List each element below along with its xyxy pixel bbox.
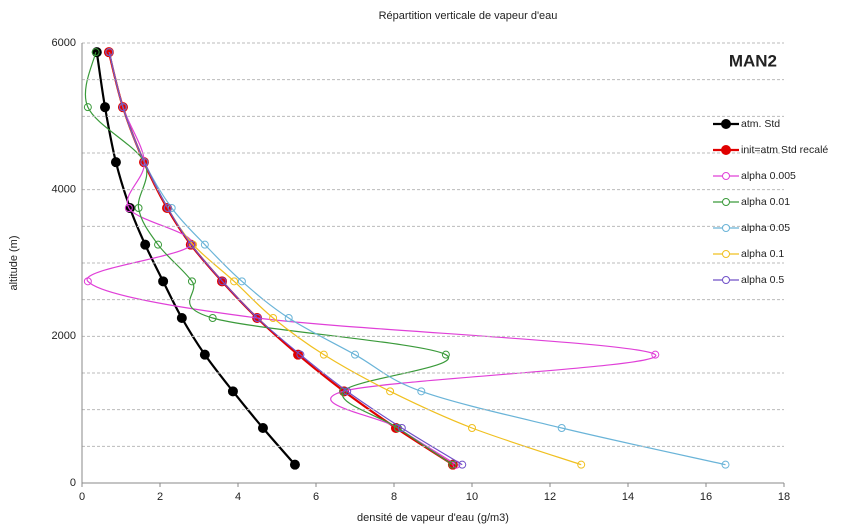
x-tick-label: 10 <box>466 491 478 503</box>
legend-marker <box>721 119 731 129</box>
legend-label: alpha 0.05 <box>741 222 790 234</box>
data-point <box>293 349 304 360</box>
data-point <box>187 277 196 286</box>
data-point <box>577 460 586 469</box>
data-point <box>218 277 227 286</box>
chart-title: Répartition verticale de vapeur d'eau <box>379 10 558 22</box>
y-axis-label: altitude (m) <box>8 235 20 290</box>
legend-marker <box>722 172 730 180</box>
x-tick-label: 16 <box>700 491 712 503</box>
annotation: MAN2 <box>729 51 777 70</box>
data-point <box>458 460 467 469</box>
data-point <box>417 387 426 396</box>
data-point <box>468 424 476 432</box>
data-point <box>441 350 450 359</box>
series-line <box>84 52 453 466</box>
x-tick-label: 12 <box>544 491 556 503</box>
legend-marker <box>721 145 731 155</box>
data-point <box>284 314 293 322</box>
data-point <box>289 459 300 470</box>
data-point <box>386 387 395 396</box>
data-point <box>134 204 143 212</box>
data-point <box>105 48 114 57</box>
data-point <box>83 103 92 112</box>
data-point <box>269 314 278 322</box>
legend-marker <box>722 224 730 232</box>
legend-label: atm. Std <box>741 118 780 130</box>
data-point <box>83 277 92 286</box>
data-point <box>158 276 169 287</box>
data-point <box>91 48 100 57</box>
x-tick-label: 4 <box>235 491 241 503</box>
data-point <box>110 157 121 168</box>
legend-marker <box>722 276 730 284</box>
legend-marker <box>722 198 730 206</box>
data-point <box>140 239 151 250</box>
series-line <box>95 52 296 466</box>
legend-label: alpha 0.01 <box>741 196 790 208</box>
legend-label: init=atm Std recalé <box>741 144 828 156</box>
x-tick-label: 14 <box>622 491 634 503</box>
data-point <box>100 102 111 113</box>
x-axis-label: densité de vapeur d'eau (g/m3) <box>357 512 509 524</box>
legend-label: alpha 0.1 <box>741 248 784 260</box>
series-line <box>107 51 454 466</box>
data-point <box>200 240 209 249</box>
plot-area <box>83 47 730 470</box>
data-point <box>651 350 660 359</box>
data-point <box>397 424 406 432</box>
series-line <box>86 52 656 466</box>
data-point <box>230 277 239 286</box>
series-line <box>108 52 463 466</box>
x-tick-label: 2 <box>157 491 163 503</box>
legend-label: alpha 0.005 <box>741 170 796 182</box>
x-tick-label: 6 <box>313 491 319 503</box>
data-point <box>176 313 187 323</box>
data-point <box>448 460 457 469</box>
data-point <box>199 349 210 360</box>
y-tick-label: 2000 <box>52 330 76 342</box>
data-point <box>721 460 730 469</box>
data-point <box>253 314 262 322</box>
data-point <box>343 387 352 396</box>
series-line <box>108 52 582 466</box>
data-point <box>118 103 127 112</box>
data-point <box>163 204 172 212</box>
y-tick-label: 4000 <box>52 184 76 196</box>
data-point <box>208 314 217 322</box>
x-tick-label: 8 <box>391 491 397 503</box>
data-point <box>237 277 246 286</box>
data-point <box>257 423 268 433</box>
data-point <box>319 350 328 359</box>
x-tick-label: 0 <box>79 491 85 503</box>
y-tick-label: 6000 <box>52 37 76 49</box>
data-point <box>296 350 305 359</box>
legend-marker <box>722 250 730 258</box>
data-point <box>351 350 359 359</box>
data-point <box>154 240 163 249</box>
data-point <box>140 158 149 167</box>
x-tick-label: 18 <box>778 491 790 503</box>
data-point <box>557 424 566 432</box>
data-point <box>187 240 196 249</box>
y-tick-label: 0 <box>70 477 76 489</box>
data-point <box>124 204 133 212</box>
legend-label: alpha 0.5 <box>741 274 784 286</box>
data-point <box>227 386 238 397</box>
